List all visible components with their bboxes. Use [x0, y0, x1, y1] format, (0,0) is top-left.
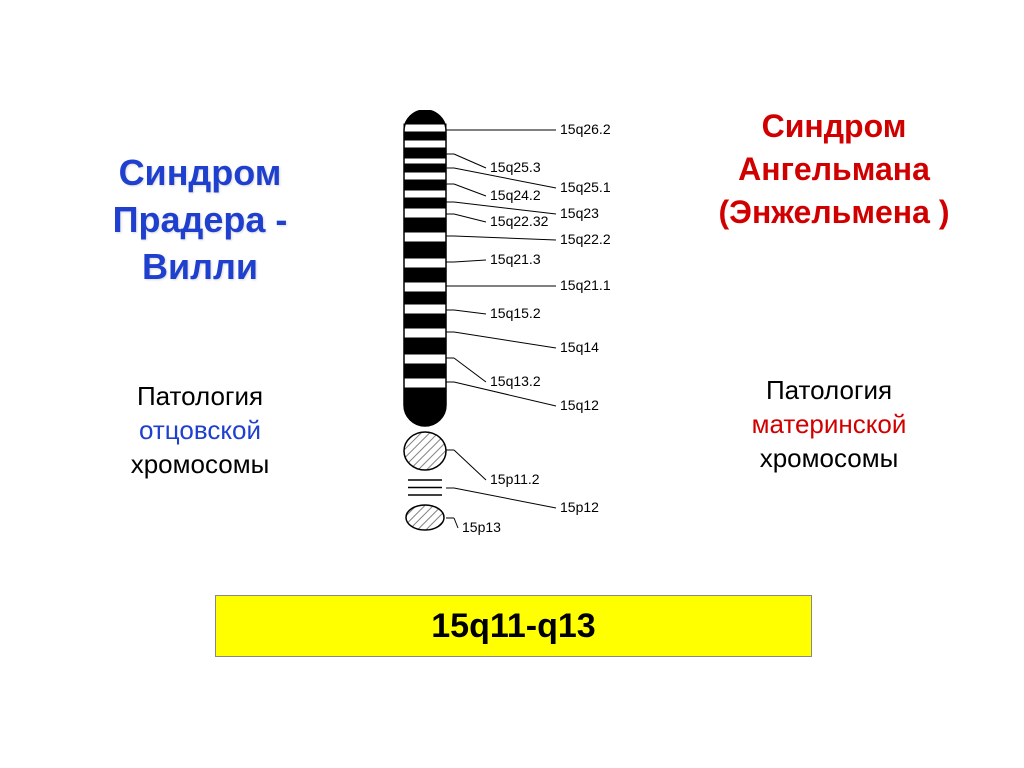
band-label: 15q21.1 [560, 277, 611, 293]
chromosome-region-box: 15q11-q13 [215, 595, 812, 657]
sub-text: хромосомы [760, 443, 899, 473]
title-text: Синдром [119, 152, 282, 193]
band-label: 15q13.2 [490, 373, 541, 389]
band-label: 15q22.2 [560, 231, 611, 247]
band-label: 15q22.32 [490, 213, 548, 229]
band-label: 15p13 [462, 519, 501, 535]
title-text: (Энжельмена ) [719, 194, 950, 230]
title-text: Синдром [762, 108, 907, 144]
title-text: Ангельмана [738, 151, 930, 187]
band-label: 15p11.2 [490, 471, 540, 487]
band-label: 15q25.1 [560, 179, 611, 195]
region-label: 15q11-q13 [431, 607, 595, 645]
left-syndrome-title: Синдром Прадера - Вилли [60, 150, 340, 290]
band-label: 15q12 [560, 397, 599, 413]
slide: Синдром Прадера - Вилли Синдром Ангельма… [0, 0, 1024, 768]
left-pathology-label: Патология отцовской хромосомы [90, 380, 310, 481]
title-text: Вилли [142, 246, 258, 287]
band-label: 15q15.2 [490, 305, 541, 321]
chromosome-ideogram: 15q26.2 15q25.3 15q25.1 15q24.2 15q23 15q22.3… [370, 110, 660, 550]
sub-text-highlight: отцовской [139, 415, 261, 445]
right-pathology-label: Патология материнской хромосомы [704, 374, 954, 475]
sub-text-highlight: материнской [752, 409, 907, 439]
band-label: 15q26.2 [560, 121, 611, 137]
title-text: Прадера - [113, 199, 288, 240]
band-label: 15p12 [560, 499, 599, 515]
right-syndrome-title: Синдром Ангельмана (Энжельмена ) [684, 105, 984, 235]
band-label: 15q21.3 [490, 251, 541, 267]
sub-text: хромосомы [131, 449, 270, 479]
sub-text: Патология [137, 381, 263, 411]
sub-text: Патология [766, 375, 892, 405]
band-label: 15q23 [560, 205, 599, 221]
band-label: 15q14 [560, 339, 599, 355]
band-label: 15q24.2 [490, 187, 541, 203]
band-label: 15q25.3 [490, 159, 541, 175]
